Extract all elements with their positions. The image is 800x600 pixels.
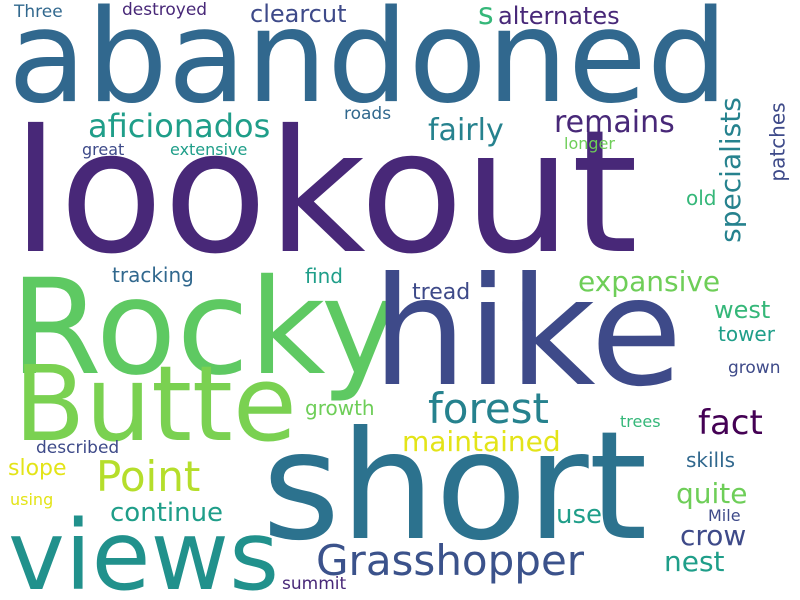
- word-fairly: fairly: [428, 113, 504, 148]
- word-fact: fact: [698, 403, 763, 443]
- word-rocky: Rocky: [10, 251, 399, 405]
- word-old: old: [686, 186, 717, 210]
- word-longer: longer: [564, 134, 615, 153]
- word-summit: summit: [282, 574, 347, 594]
- word-roads: roads: [344, 104, 392, 124]
- word-alternates: alternates: [498, 2, 620, 30]
- word-destroyed: destroyed: [122, 0, 208, 20]
- word-use: use: [556, 500, 603, 530]
- word-views: views: [8, 500, 280, 600]
- word-lookout: lookout: [12, 94, 639, 292]
- word-skills: skills: [686, 448, 736, 472]
- word-tower: tower: [718, 322, 775, 346]
- word-aficionados: aficionados: [88, 107, 271, 145]
- word-remains: remains: [554, 105, 675, 140]
- word-mile: Mile: [708, 506, 741, 525]
- word-west: west: [714, 296, 771, 324]
- word-using: using: [10, 490, 54, 509]
- word-grown: grown: [728, 358, 781, 378]
- word-specialists: specialists: [713, 97, 747, 243]
- word-grasshopper: Grasshopper: [316, 536, 585, 585]
- word-maintained: maintained: [402, 425, 561, 458]
- word-extensive: extensive: [170, 140, 248, 159]
- word-tracking: tracking: [112, 263, 194, 287]
- word-ll: ll: [520, 298, 535, 328]
- word-s: s: [478, 0, 494, 32]
- word-growth: growth: [305, 396, 375, 420]
- word-clearcut: clearcut: [250, 0, 347, 28]
- word-butte: Butte: [14, 343, 297, 465]
- word-described: described: [36, 438, 120, 458]
- word-short: short: [262, 400, 648, 574]
- word-forest: forest: [428, 384, 550, 433]
- word-patches: patches: [765, 102, 790, 182]
- word-hike: hike: [372, 246, 683, 420]
- word-great: great: [82, 140, 125, 159]
- word-find: find: [305, 264, 343, 288]
- word-point: Point: [96, 452, 201, 501]
- word-nest: nest: [664, 545, 725, 578]
- word-tread: tread: [412, 280, 471, 305]
- word-continue: continue: [110, 498, 224, 528]
- word-trees: trees: [620, 412, 661, 431]
- word-abandoned: abandoned: [8, 0, 728, 132]
- word-crow: crow: [680, 519, 747, 552]
- word-expansive: expansive: [578, 265, 721, 298]
- word-three: Three: [14, 2, 63, 22]
- word-slope: slope: [8, 456, 67, 481]
- word-quite: quite: [676, 477, 748, 510]
